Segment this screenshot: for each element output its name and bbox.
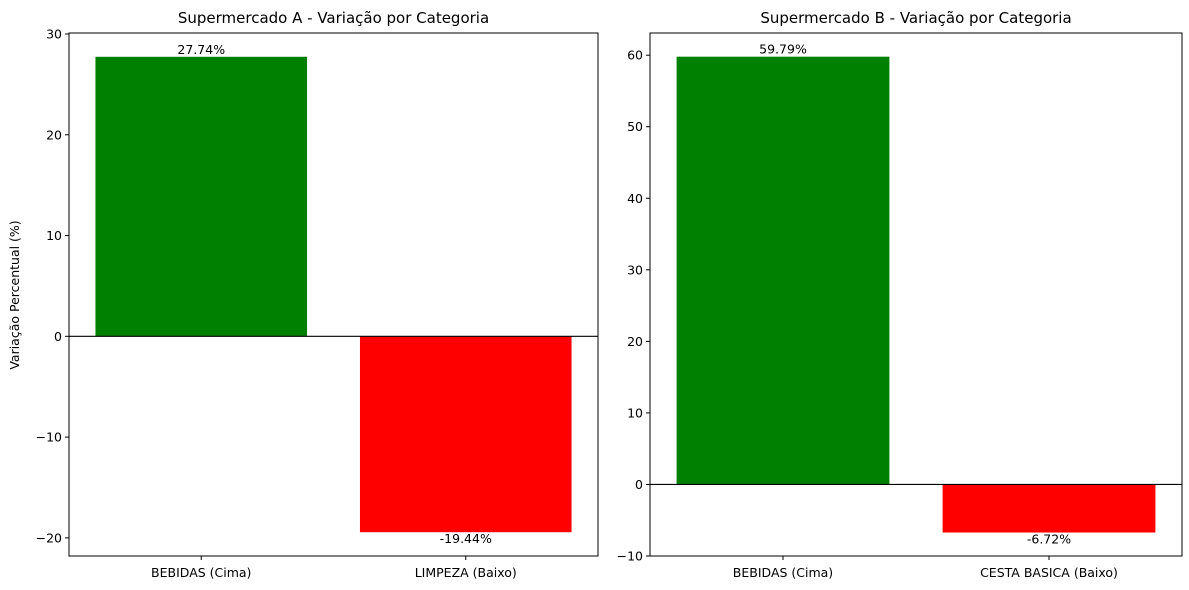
plot-frame xyxy=(649,32,1183,557)
chart-title: Supermercado B - Variação por Categoria xyxy=(760,9,1071,27)
y-tick-label: −10 xyxy=(617,549,643,564)
x-axis-ticks: BEBIDAS (Cima) LIMPEZA (Baixo) xyxy=(151,556,517,580)
y-tick-label: 30 xyxy=(627,262,643,277)
y-axis-label: Variação Percentual (%) xyxy=(7,220,22,369)
y-tick-label: 10 xyxy=(46,228,62,243)
bar-group xyxy=(95,56,572,533)
bar xyxy=(676,56,890,485)
y-axis-ticks: −20 −10 0 10 20 30 xyxy=(36,27,69,545)
bar xyxy=(95,56,308,337)
bar-value-labels: 59.79% -6.72% xyxy=(759,42,1071,547)
y-tick-label: 20 xyxy=(46,127,62,142)
bar-value-label: -6.72% xyxy=(1027,532,1071,547)
chart-panel-supermercado-a: Supermercado A - Variação por Categoria … xyxy=(7,9,599,580)
y-tick-label: 10 xyxy=(627,405,643,420)
x-axis-ticks: BEBIDAS (Cima) CESTA BASICA (Baixo) xyxy=(733,556,1118,580)
plot-frame xyxy=(68,32,599,557)
y-tick-label: 50 xyxy=(627,119,643,134)
bar-value-label: -19.44% xyxy=(440,531,492,546)
y-tick-label: −10 xyxy=(36,430,62,445)
y-tick-label: 40 xyxy=(627,191,643,206)
y-tick-label: 20 xyxy=(627,334,643,349)
bar-value-label: 59.79% xyxy=(759,42,807,57)
y-tick-label: −20 xyxy=(36,530,62,545)
bar xyxy=(942,484,1156,533)
x-tick-label: CESTA BASICA (Baixo) xyxy=(980,565,1118,580)
bar-value-label: 27.74% xyxy=(177,42,225,57)
y-axis-ticks: −10 0 10 20 30 40 50 60 xyxy=(617,48,650,564)
x-tick-label: BEBIDAS (Cima) xyxy=(733,565,833,580)
chart-title: Supermercado A - Variação por Categoria xyxy=(178,9,489,27)
x-tick-label: LIMPEZA (Baixo) xyxy=(415,565,517,580)
y-tick-label: 30 xyxy=(46,27,62,42)
y-tick-label: 0 xyxy=(635,477,643,492)
bar-value-labels: 27.74% -19.44% xyxy=(177,42,492,546)
y-tick-label: 0 xyxy=(54,329,62,344)
bar xyxy=(359,336,572,533)
y-tick-label: 60 xyxy=(627,48,643,63)
x-tick-label: BEBIDAS (Cima) xyxy=(151,565,251,580)
bar-group xyxy=(676,56,1156,533)
chart-panel-supermercado-b: Supermercado B - Variação por Categoria … xyxy=(617,9,1183,580)
